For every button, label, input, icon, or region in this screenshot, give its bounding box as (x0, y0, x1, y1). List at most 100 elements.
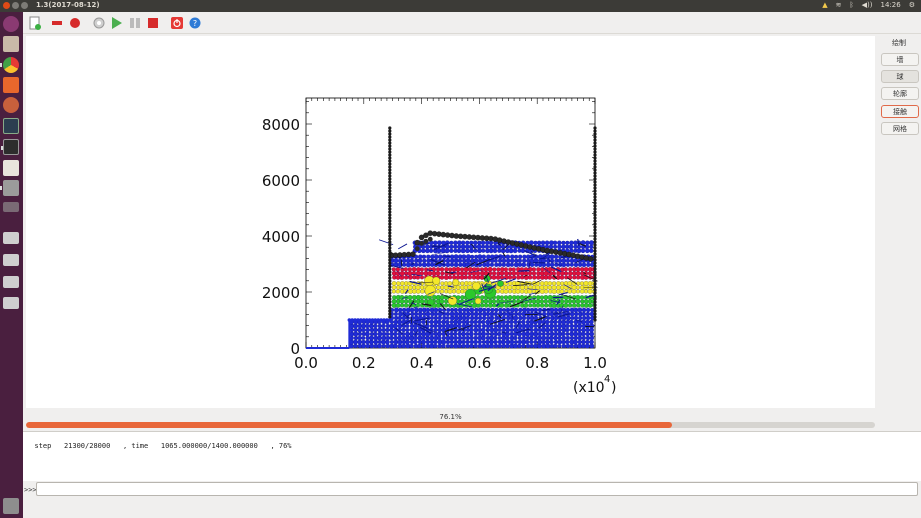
particle (399, 285, 404, 290)
particle (395, 303, 401, 308)
trash-icon[interactable] (3, 498, 19, 514)
launcher (0, 12, 23, 518)
contact-line (529, 255, 537, 259)
contact-line (407, 313, 412, 317)
software-center-icon[interactable] (3, 77, 19, 93)
y-tick-label: 0 (290, 340, 300, 358)
ball-button[interactable]: 球 (881, 70, 919, 83)
particle (557, 339, 563, 345)
stop-icon[interactable] (49, 15, 65, 31)
particle (553, 343, 558, 349)
power-icon[interactable] (169, 15, 185, 31)
minimize-window-button[interactable] (12, 2, 19, 9)
right-wall-particle (593, 231, 597, 235)
particle (539, 295, 544, 300)
files-icon[interactable] (3, 36, 19, 52)
particle (537, 331, 542, 337)
pause-icon[interactable] (127, 15, 143, 31)
right-wall-particle (593, 264, 597, 268)
console-input[interactable] (36, 482, 918, 496)
wifi-icon[interactable]: ≋ (835, 1, 842, 9)
particle (411, 266, 417, 272)
particle (444, 299, 449, 304)
settings-icon[interactable] (91, 15, 107, 31)
particle (451, 275, 457, 280)
run-icon[interactable] (109, 15, 125, 31)
dash-icon[interactable] (3, 16, 19, 32)
left-wall-particle (388, 276, 392, 280)
dvd-icon[interactable] (3, 202, 19, 212)
volume-icon[interactable]: ◀)) (861, 1, 873, 9)
particle (437, 335, 442, 341)
particle (508, 267, 513, 272)
particle (565, 335, 570, 341)
particle (381, 331, 387, 337)
clock[interactable]: 14:26 (880, 1, 901, 9)
particle (419, 267, 424, 272)
particle (469, 335, 474, 341)
particle (563, 267, 569, 272)
help-icon[interactable]: ? (187, 15, 203, 31)
grid-button[interactable]: 网格 (881, 122, 919, 135)
particle (421, 319, 426, 325)
particle (462, 311, 467, 317)
contact-button[interactable]: 接触 (881, 105, 919, 118)
terminal-icon[interactable] (1, 139, 19, 155)
halt-icon[interactable] (145, 15, 161, 31)
particle (461, 258, 467, 263)
particle (433, 311, 439, 317)
drive-icon[interactable] (3, 297, 19, 309)
particle (428, 248, 434, 253)
particle (453, 262, 459, 268)
particle (419, 295, 425, 300)
text-editor-icon[interactable] (3, 160, 19, 176)
left-wall-particle (388, 222, 392, 226)
particle (477, 343, 483, 349)
disks-icon[interactable] (0, 180, 19, 196)
particle (445, 339, 451, 345)
close-window-button[interactable] (3, 2, 10, 9)
output-log[interactable]: step 21300/28000 , time 1065.000000/1400… (23, 431, 921, 481)
particle (437, 315, 443, 321)
maximize-window-button[interactable] (21, 2, 28, 9)
left-wall-particle (388, 282, 392, 286)
particle (525, 343, 531, 349)
right-wall-particle (593, 177, 597, 181)
new-file-icon[interactable] (27, 15, 43, 31)
particle (377, 343, 382, 349)
particle (463, 266, 469, 272)
particle (401, 335, 407, 341)
particle (419, 271, 424, 276)
drive-icon[interactable] (3, 232, 19, 244)
contact-line (400, 260, 403, 267)
particle (393, 311, 398, 317)
particle (525, 319, 531, 325)
contact-line (483, 272, 490, 280)
record-icon[interactable] (67, 15, 83, 31)
settings-icon[interactable] (3, 97, 19, 113)
particle (507, 275, 513, 280)
particle (529, 339, 534, 345)
drive-icon[interactable] (3, 254, 19, 266)
plot-canvas[interactable]: 0.0 0.2 0.4 0.6 0.8 1.0 0 2000 4000 6000 8000 (x10 4… (26, 36, 875, 408)
particle (501, 258, 507, 264)
particle (501, 327, 507, 333)
particle (412, 275, 417, 280)
particle (517, 311, 522, 317)
right-wall-particle (593, 153, 597, 157)
wall-button[interactable]: 墙 (881, 53, 919, 66)
particle (493, 311, 499, 317)
bluetooth-icon[interactable]: ᛒ (849, 1, 854, 9)
particle (459, 271, 465, 276)
particle (509, 258, 515, 264)
gear-icon[interactable]: ⚙ (908, 1, 915, 9)
left-wall-particle (388, 231, 392, 235)
chrome-icon[interactable] (0, 57, 19, 73)
system-monitor-icon[interactable] (3, 118, 19, 134)
left-wall-particle (388, 204, 392, 208)
contact-line (419, 326, 432, 334)
drive-icon[interactable] (3, 276, 19, 288)
contour-button[interactable]: 轮廓 (881, 87, 919, 100)
particle (469, 311, 475, 317)
weather-icon[interactable]: ▲ (822, 1, 828, 9)
